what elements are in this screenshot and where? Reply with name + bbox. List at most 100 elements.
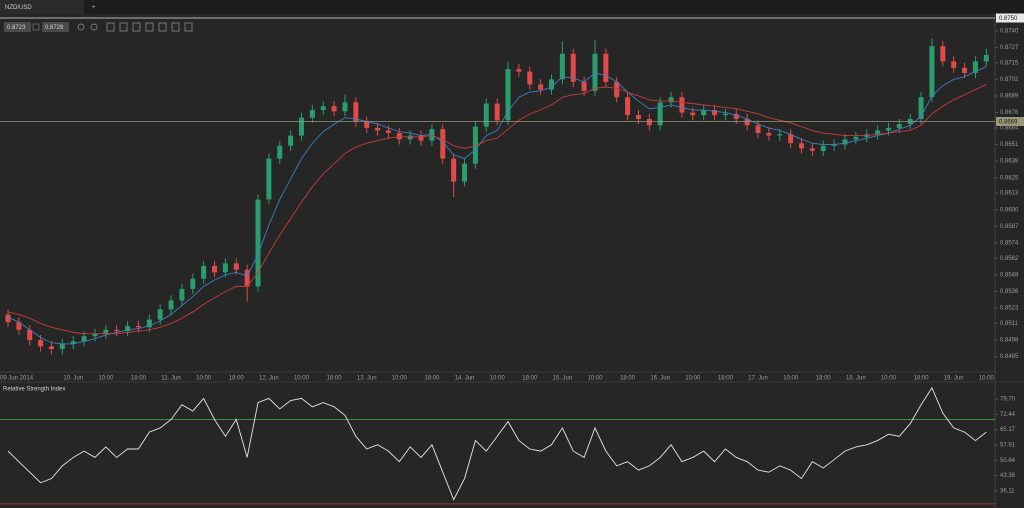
candle-body bbox=[679, 97, 685, 113]
candle-body bbox=[614, 81, 620, 98]
candle-body bbox=[581, 81, 587, 91]
candle-body bbox=[755, 125, 761, 134]
tab-label[interactable]: NZD/USD bbox=[5, 5, 32, 11]
x-tick-label: 19. Jun bbox=[944, 376, 964, 382]
candle-body bbox=[70, 341, 76, 344]
y-tick-label: 0.8715 bbox=[1000, 60, 1019, 66]
candle-body bbox=[277, 145, 283, 159]
candle-body bbox=[983, 55, 989, 62]
candle-body bbox=[505, 69, 511, 121]
candle-body bbox=[342, 102, 348, 112]
candle-body bbox=[625, 97, 631, 116]
tool-crosshair[interactable] bbox=[106, 22, 115, 32]
x-tick-label: 10:00 bbox=[196, 376, 212, 382]
candle-body bbox=[918, 97, 924, 119]
candle-body bbox=[125, 325, 131, 332]
candle-body bbox=[309, 110, 315, 118]
ask-box[interactable] bbox=[42, 22, 69, 32]
moving-average bbox=[7, 84, 987, 335]
candle-body bbox=[385, 130, 391, 134]
x-tick-label: 18:00 bbox=[424, 376, 440, 382]
x-tick-label: 11. Jun bbox=[161, 376, 180, 382]
x-tick-label: 10:00 bbox=[392, 376, 408, 382]
candle-body bbox=[875, 130, 881, 135]
y-tick-label: 0.8511 bbox=[1000, 321, 1019, 327]
candle-body bbox=[592, 53, 598, 91]
candle-body bbox=[646, 118, 652, 126]
x-tick-label: 18:00 bbox=[131, 376, 147, 382]
y-tick-label: 65.17 bbox=[1000, 427, 1016, 433]
candle-body bbox=[233, 263, 239, 270]
candle-body bbox=[788, 134, 794, 144]
candle-body bbox=[212, 265, 218, 273]
candle-body bbox=[27, 329, 33, 341]
candle-body bbox=[842, 139, 848, 145]
x-tick-label: 10:00 bbox=[979, 376, 995, 382]
candle-body bbox=[820, 145, 826, 151]
x-tick-label: 17. Jun bbox=[748, 376, 768, 382]
y-tick-label: 0.8702 bbox=[1000, 77, 1019, 83]
spread-icon bbox=[32, 23, 40, 31]
candle-body bbox=[190, 278, 196, 289]
bid-price[interactable]: 0.8723 bbox=[7, 25, 26, 31]
y-tick-label: 0.8613 bbox=[1000, 191, 1019, 197]
x-tick-label: 18:00 bbox=[816, 376, 832, 382]
tool-draw[interactable] bbox=[184, 22, 193, 32]
x-tick-label: 13. Jun bbox=[357, 376, 377, 382]
y-tick-label: 0.8727 bbox=[1000, 45, 1019, 51]
rsi-line bbox=[7, 386, 987, 501]
zoom-out[interactable] bbox=[90, 23, 98, 31]
tool-list[interactable] bbox=[132, 22, 141, 32]
candle-body bbox=[690, 112, 696, 116]
tab[interactable] bbox=[0, 0, 84, 14]
candle-body bbox=[429, 129, 435, 141]
y-tick-label: 0.8574 bbox=[1000, 241, 1019, 247]
candle-body bbox=[744, 118, 750, 126]
y-tick-label: 57.91 bbox=[1000, 443, 1016, 449]
y-tick-label: 0.8549 bbox=[1000, 272, 1019, 278]
candle-body bbox=[885, 127, 891, 131]
candle-body bbox=[201, 265, 207, 279]
candle-body bbox=[266, 158, 272, 200]
candle-body bbox=[168, 300, 174, 310]
new-tab[interactable]: + bbox=[92, 5, 96, 11]
x-tick-label: 16. Jun bbox=[650, 376, 670, 382]
ask-price[interactable]: 0.8728 bbox=[45, 25, 64, 31]
candle-body bbox=[135, 325, 141, 328]
y-tick-label: 0.8740 bbox=[1000, 28, 1019, 34]
y-tick-label: 0.8689 bbox=[1000, 94, 1019, 100]
candle-body bbox=[472, 126, 478, 164]
candle-body bbox=[103, 329, 109, 334]
x-tick-label: 09 Jun 2014 bbox=[0, 376, 34, 382]
candle-body bbox=[951, 61, 957, 68]
candle-body bbox=[766, 133, 772, 136]
bid-box[interactable] bbox=[4, 22, 31, 32]
y-tick-label: 50.64 bbox=[1000, 458, 1016, 464]
x-tick-label: 10:00 bbox=[881, 376, 897, 382]
y-tick-label: 0.8485 bbox=[1000, 354, 1019, 360]
x-tick-label: 10. Jun bbox=[63, 376, 83, 382]
tool-indicator[interactable] bbox=[171, 22, 180, 32]
candle-body bbox=[549, 79, 554, 90]
price-label-box bbox=[996, 117, 1024, 127]
candle-body bbox=[570, 53, 576, 82]
candle-body bbox=[331, 106, 337, 112]
price-label-box bbox=[996, 13, 1024, 23]
y-tick-label: 0.8523 bbox=[1000, 306, 1019, 312]
tool-settings[interactable] bbox=[158, 22, 167, 32]
candle-body bbox=[527, 71, 533, 85]
candle-body bbox=[853, 136, 859, 140]
zoom-in[interactable] bbox=[77, 23, 85, 31]
x-tick-label: 10:00 bbox=[490, 376, 506, 382]
candle-body bbox=[896, 124, 902, 128]
x-tick-label: 12. Jun bbox=[259, 376, 279, 382]
candle-body bbox=[320, 106, 326, 111]
y-tick-label: 0.8498 bbox=[1000, 338, 1019, 344]
candle-body bbox=[538, 84, 544, 90]
candle-body bbox=[222, 263, 228, 273]
candle-body bbox=[668, 97, 674, 103]
tool-save[interactable] bbox=[145, 22, 154, 32]
tool-candles[interactable] bbox=[119, 22, 128, 32]
